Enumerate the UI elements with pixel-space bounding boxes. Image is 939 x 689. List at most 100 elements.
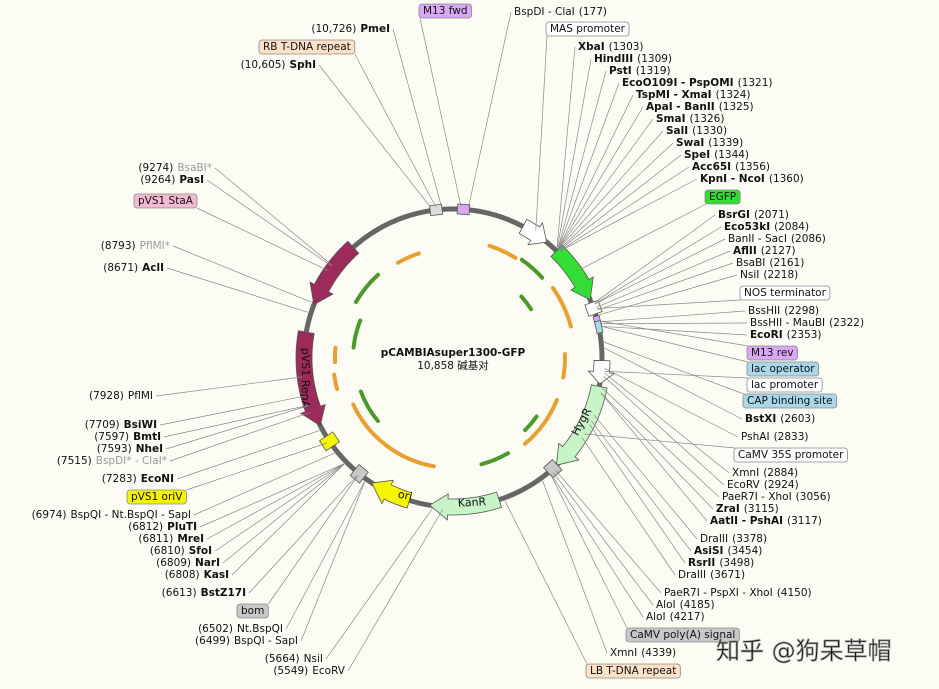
enzyme-name: Eco53kI <box>724 221 770 233</box>
site-leader <box>604 372 730 474</box>
enzyme-name: EcoNI <box>141 473 174 485</box>
site-leader <box>231 463 345 576</box>
site-leader <box>222 463 345 564</box>
site-position: (1360) <box>769 173 804 185</box>
site-leader <box>600 310 746 323</box>
site-position: (5664) <box>265 653 300 665</box>
site-label: Acc65I (1356) <box>692 161 770 173</box>
feature-leader <box>354 53 437 208</box>
oriv-box <box>318 431 341 452</box>
arc-feature-label: pVS1 RepA <box>299 348 312 409</box>
site-position: (1330) <box>692 125 727 137</box>
site-leader <box>542 480 608 654</box>
site-label: EcoRV (2924) <box>727 479 799 491</box>
site-position: (2071) <box>754 209 789 221</box>
site-label: XbaI (1303) <box>578 41 644 53</box>
site-position: (2322) <box>829 317 864 329</box>
site-leader <box>163 404 309 438</box>
site-leader <box>557 58 592 248</box>
enzyme-name: PflMI* <box>140 240 170 252</box>
site-leader <box>604 347 743 420</box>
site-label: AatII - PshAI (3117) <box>710 515 822 527</box>
site-leader <box>347 509 443 672</box>
site-label: EcoO109I - PspOMI (1321) <box>622 77 773 89</box>
enzyme-name: NheI <box>136 443 163 455</box>
feature-label: lac operator <box>601 326 820 377</box>
feature-box <box>625 627 740 643</box>
enzyme-name: BsrGI <box>718 209 750 221</box>
enzyme-name: PasI <box>179 174 204 186</box>
site-leader <box>214 463 345 552</box>
rb-box <box>429 203 444 217</box>
feature-leader <box>550 474 628 629</box>
site-position: (4150) <box>777 587 812 599</box>
site-leader <box>214 167 333 266</box>
site-label: ApaI - BanII (1325) <box>646 101 754 113</box>
enzyme-name: AclI <box>142 262 164 274</box>
mas-promoter-arrow <box>518 218 548 246</box>
site-label: (8671) AclI <box>103 262 164 274</box>
site-position: (10,605) <box>241 59 286 71</box>
feature-text: pVS1 oriV <box>131 491 183 503</box>
site-label: PstI (1319) <box>609 65 671 77</box>
enzyme-name: PluTI <box>167 521 197 533</box>
orf-arrow <box>522 397 559 446</box>
site-label: (6808) KasI <box>165 569 229 581</box>
site-label: AloI (4185) <box>656 599 715 611</box>
site-label: (7928) PflMI <box>89 390 153 402</box>
site-leader <box>600 392 714 510</box>
enzyme-name: BstZ17I <box>201 587 246 599</box>
site-leader <box>560 178 698 252</box>
site-position: (6613) <box>162 587 197 599</box>
feature-label: RB T-DNA repeat <box>258 39 437 208</box>
enzyme-name: BsaBI* <box>177 162 212 174</box>
feature-box <box>585 663 681 679</box>
site-label: XmnI (4339) <box>610 647 676 659</box>
feature-text: EGFP <box>709 191 736 203</box>
site-position: (6499) <box>195 635 230 647</box>
feature-text: MAS promoter <box>550 23 626 35</box>
site-position: (1324) <box>716 89 751 101</box>
enzyme-name: PmeI <box>360 23 390 35</box>
site-leader <box>591 420 692 552</box>
feature-label: CaMV poly(A) signal <box>550 474 740 643</box>
enzyme-name: XmnI <box>610 647 637 659</box>
enzyme-name: XmnI <box>732 467 759 479</box>
feature-label: CAP binding site <box>604 341 838 409</box>
site-position: (7928) <box>89 390 124 402</box>
feature-label: LB T-DNA repeat <box>504 500 681 679</box>
site-leader <box>172 245 312 303</box>
feature-box <box>746 345 798 361</box>
site-leader <box>155 376 303 397</box>
site-leader <box>557 70 607 249</box>
site-label: (5549) EcoRV <box>273 665 345 677</box>
site-label: (8793) PflMI* <box>101 240 170 252</box>
feature-label: EGFP <box>577 189 741 272</box>
enzyme-name: BstXI <box>745 413 776 425</box>
site-position: (1321) <box>738 77 773 89</box>
feature-box <box>742 393 838 409</box>
site-label: EcoRI (2353) <box>750 329 822 341</box>
site-position: (5549) <box>273 665 308 677</box>
site-label: XmnI (2884) <box>732 467 798 479</box>
site-leader <box>601 326 748 336</box>
site-position: (1339) <box>708 137 743 149</box>
orf-arrow <box>519 257 545 280</box>
site-position: (177) <box>579 6 607 18</box>
site-label: BsrGI (2071) <box>718 209 789 221</box>
arc-feature-label: KanR <box>457 495 486 509</box>
site-label: (6613) BstZ17I <box>162 587 246 599</box>
enzyme-name: MreI <box>177 533 204 545</box>
site-position: (4339) <box>641 647 676 659</box>
site-position: (2833) <box>774 431 809 443</box>
site-position: (2127) <box>761 245 796 257</box>
feature-text: LB T-DNA repeat <box>590 665 676 677</box>
site-position: (3117) <box>787 515 822 527</box>
site-label: ZraI (3115) <box>716 503 779 515</box>
site-leader <box>468 11 512 207</box>
enzyme-name: RsrII <box>688 557 715 569</box>
enzyme-name: KasI <box>204 569 229 581</box>
staa-arrow <box>309 240 360 306</box>
site-position: (7593) <box>97 443 132 455</box>
enzyme-name: BspDI* - ClaI* <box>96 455 167 467</box>
